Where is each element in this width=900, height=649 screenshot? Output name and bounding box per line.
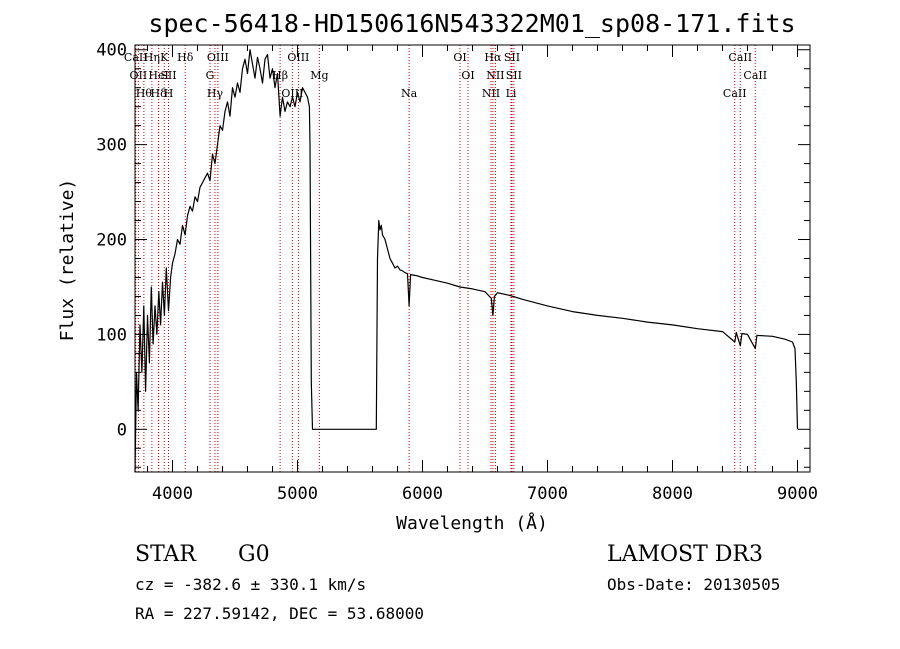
x-tick-label: 8000 [652, 484, 693, 504]
line-marker-label: Na [401, 87, 418, 100]
line-marker-label: CaII [723, 87, 747, 100]
line-marker-label: NII [486, 69, 504, 82]
line-marker-label: G [206, 69, 215, 82]
line-marker-label: OI [453, 51, 466, 64]
y-tick-label: 200 [96, 231, 127, 251]
line-marker-label: Hα [484, 51, 502, 64]
line-marker-label: K [160, 51, 169, 64]
line-marker-label: Hη [144, 51, 160, 64]
x-axis: 4000 5000 6000 7000 8000 9000 [147, 45, 818, 504]
line-marker-label: CaII [124, 51, 148, 64]
survey-name: LAMOST DR3 [607, 542, 763, 567]
line-marker-labels: CaIIOIIHθHηHeIHδKSIIHHδGHγOIIIHβOIIIOIII… [124, 51, 767, 100]
x-tick-label: 5000 [277, 484, 318, 504]
object-subclass: G0 [238, 542, 270, 567]
line-marker-label: Hδ [151, 87, 168, 100]
y-tick-label: 400 [96, 41, 127, 61]
line-marker-label: Hδ [177, 51, 194, 64]
line-marker-label: SII [504, 51, 520, 64]
x-tick-label: 9000 [777, 484, 818, 504]
x-tick-label: 4000 [152, 484, 193, 504]
plot-frame [134, 44, 811, 473]
line-marker-label: HeI [148, 69, 168, 82]
line-marker-label: NII [482, 87, 500, 100]
y-axis-label: Flux (relative) [57, 179, 78, 342]
line-marker-label: CaII [728, 51, 752, 64]
line-marker-label: Hγ [207, 87, 224, 100]
line-marker-label: Mg [310, 69, 328, 82]
line-marker-label: H [164, 87, 174, 100]
coordinates-readout: RA = 227.59142, DEC = 53.68000 [135, 604, 424, 623]
line-marker-label: OIII [287, 51, 309, 64]
line-marker-label: OII [130, 69, 148, 82]
chart-title: spec-56418-HD150616N543322M01_sp08-171.f… [148, 9, 795, 38]
line-marker-label: CaII [743, 69, 767, 82]
line-marker-label: SII [506, 69, 522, 82]
line-marker-label: Hθ [136, 87, 153, 100]
series-layer [134, 49, 799, 473]
line-marker-label: OI [461, 69, 474, 82]
x-axis-label: Wavelength (Å) [396, 512, 548, 534]
redshift-readout: cz = -382.6 ± 330.1 km/s [135, 575, 366, 594]
line-marker-label: SII [160, 69, 176, 82]
line-marker-label: Li [506, 87, 517, 100]
y-tick-label: 100 [96, 325, 127, 345]
x-tick-label: 6000 [402, 484, 443, 504]
x-tick-label: 7000 [527, 484, 568, 504]
spectrum-series-line [134, 49, 799, 473]
line-marker-label: OIII [207, 51, 229, 64]
observation-date: Obs-Date: 20130505 [607, 575, 780, 594]
line-marker-group [135, 45, 756, 472]
object-class: STAR [135, 542, 197, 567]
y-axis: 0 100 200 300 400 [96, 41, 810, 468]
y-tick-label: 300 [96, 136, 127, 156]
y-tick-label: 0 [117, 420, 127, 440]
line-marker-label: OIII [281, 87, 303, 100]
